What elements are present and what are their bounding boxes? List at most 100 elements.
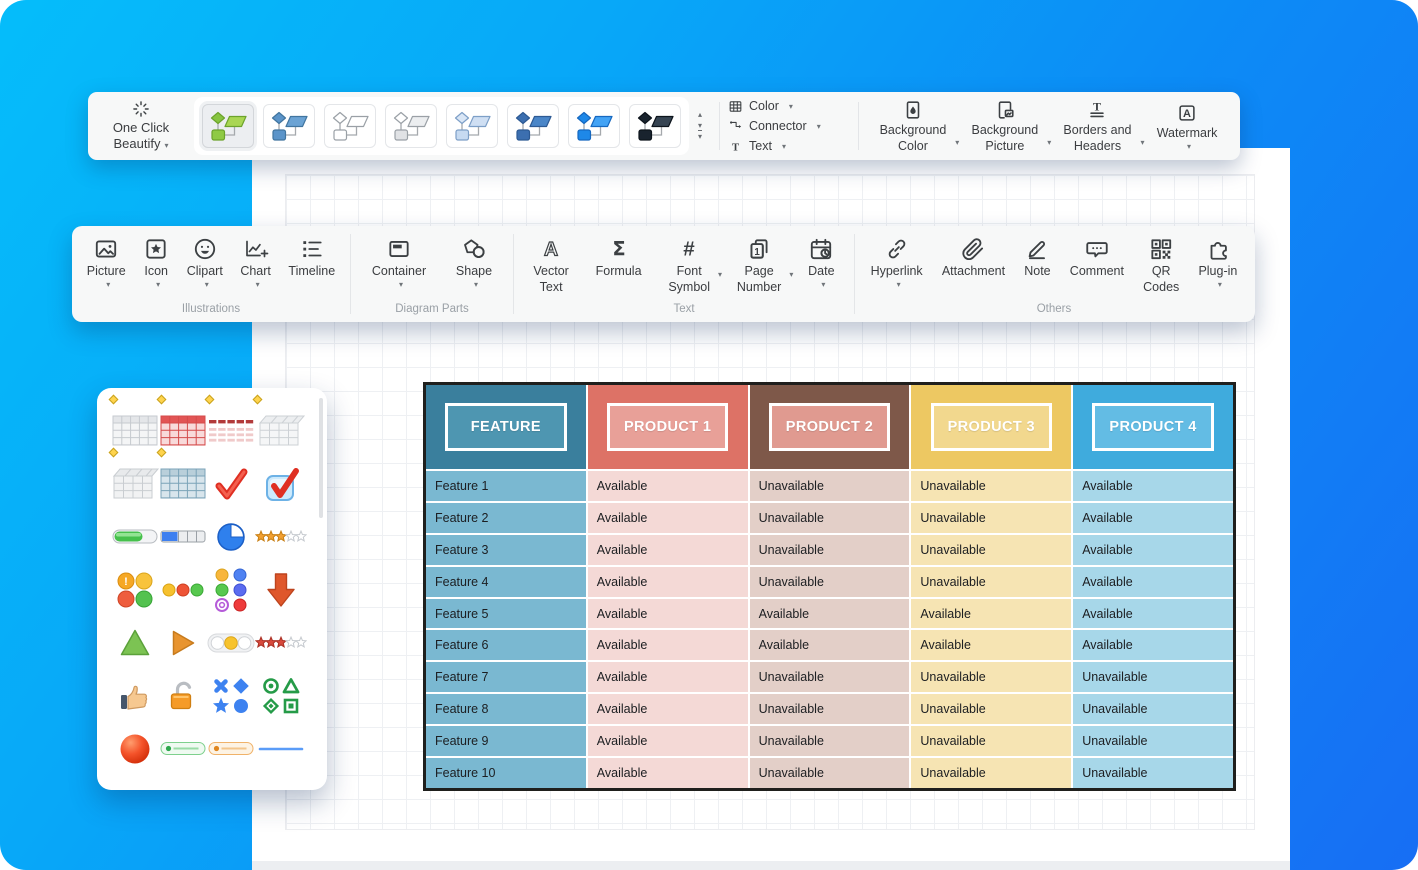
table-cell-value[interactable]: Available — [587, 598, 748, 629]
shape-thumb-checkmark-red[interactable] — [207, 457, 255, 510]
table-cell-feature[interactable]: Feature 6 — [426, 630, 586, 661]
date-button[interactable]: Date ▾ — [801, 236, 841, 289]
note-button[interactable]: Note — [1017, 236, 1057, 278]
table-cell-value[interactable]: Unavailable — [911, 502, 1072, 533]
table-header-product-4[interactable]: PRODUCT 4 — [1073, 385, 1233, 469]
table-cell-feature[interactable]: Feature 9 — [426, 726, 586, 757]
table-cell-value[interactable]: Unavailable — [749, 471, 910, 501]
table-cell-feature[interactable]: Feature 4 — [426, 566, 586, 597]
formula-button[interactable]: Σ Formula — [589, 236, 649, 279]
table-cell-value[interactable]: Available — [587, 471, 748, 501]
shape-thumb-progress-bar-segmented[interactable] — [159, 510, 207, 563]
table-header-product-2[interactable]: PRODUCT 2 — [749, 385, 910, 469]
table-cell-value[interactable]: Unavailable — [749, 694, 910, 725]
shape-thumb-slider-orange[interactable] — [207, 722, 255, 775]
table-cell-value[interactable]: Unavailable — [749, 726, 910, 757]
table-cell-value[interactable]: Available — [587, 630, 748, 661]
table-cell-value[interactable]: Available — [587, 726, 748, 757]
table-cell-value[interactable]: Available — [587, 758, 748, 788]
page-number-button[interactable]: 1 Page Number ▾ — [730, 236, 793, 294]
text-dropdown[interactable]: T Text ▾ — [728, 139, 850, 154]
table-cell-value[interactable]: Unavailable — [911, 758, 1072, 788]
table-cell-value[interactable]: Available — [1073, 534, 1233, 565]
attachment-button[interactable]: Attachment — [935, 236, 1012, 278]
table-cell-value[interactable]: Unavailable — [911, 662, 1072, 693]
table-cell-value[interactable]: Available — [1073, 471, 1233, 501]
table-cell-value[interactable]: Available — [587, 662, 748, 693]
table-cell-value[interactable]: Available — [911, 598, 1072, 629]
hyperlink-button[interactable]: Hyperlink ▾ — [864, 236, 930, 289]
borders-and-headers-button[interactable]: T Borders and Headers ▾ — [1057, 97, 1144, 155]
style-preset-dark[interactable] — [629, 104, 681, 148]
color-dropdown[interactable]: Color ▾ — [728, 99, 850, 114]
one-click-beautify-button[interactable]: One Click Beautify ▾ — [88, 99, 194, 153]
table-cell-feature[interactable]: Feature 3 — [426, 534, 586, 565]
table-cell-value[interactable]: Available — [1073, 502, 1233, 533]
shape-thumb-slider-green[interactable] — [159, 722, 207, 775]
table-cell-value[interactable]: Available — [749, 598, 910, 629]
picture-button[interactable]: Picture ▾ — [80, 236, 133, 289]
shape-thumb-dot-matrix[interactable] — [207, 563, 255, 616]
table-cell-value[interactable]: Unavailable — [1073, 662, 1233, 693]
plug-in-button[interactable]: Plug-in ▾ — [1191, 236, 1244, 289]
font-symbol-button[interactable]: # Font Symbol ▾ — [661, 236, 722, 295]
shape-thumb-dot-row[interactable] — [159, 563, 207, 616]
table-cell-value[interactable]: Unavailable — [1073, 694, 1233, 725]
shape-thumb-pie-indicator[interactable] — [207, 510, 255, 563]
caret-down-icon[interactable]: ▾ — [697, 121, 702, 130]
comment-button[interactable]: Comment — [1063, 236, 1131, 278]
shape-thumb-progress-bar-green[interactable] — [111, 510, 159, 563]
table-cell-value[interactable]: Unavailable — [749, 566, 910, 597]
comparison-table[interactable]: FEATURE PRODUCT 1 PRODUCT 2 PRODUCT 3 PRODUC… — [423, 382, 1236, 791]
table-cell-value[interactable]: Available — [1073, 566, 1233, 597]
table-cell-value[interactable]: Unavailable — [1073, 726, 1233, 757]
horizontal-scrollbar[interactable] — [252, 861, 1290, 870]
table-cell-value[interactable]: Unavailable — [911, 534, 1072, 565]
chart-button[interactable]: Chart ▾ — [233, 236, 278, 289]
style-preset-white[interactable] — [324, 104, 376, 148]
style-preset-pale-blue[interactable] — [446, 104, 498, 148]
shape-thumb-checkbox-checked[interactable] — [255, 457, 307, 510]
clipart-button[interactable]: Clipart ▾ — [180, 236, 230, 289]
table-header-feature[interactable]: FEATURE — [426, 385, 586, 469]
shape-thumb-thumbs-up[interactable] — [111, 669, 159, 722]
background-color-button[interactable]: Background Color ▾ — [874, 97, 959, 155]
shape-thumb-table-3d-striped[interactable] — [108, 447, 159, 510]
table-cell-feature[interactable]: Feature 1 — [426, 471, 586, 501]
background-picture-button[interactable]: Background Picture ▾ — [966, 97, 1051, 155]
style-preset-bright-blue[interactable] — [568, 104, 620, 148]
table-cell-value[interactable]: Unavailable — [749, 534, 910, 565]
shape-thumb-traffic-light[interactable] — [207, 616, 255, 669]
shape-thumb-table-red[interactable] — [156, 394, 207, 457]
shape-thumb-symbols-blue[interactable] — [207, 669, 255, 722]
table-cell-value[interactable]: Available — [1073, 598, 1233, 629]
table-cell-value[interactable]: Available — [587, 502, 748, 533]
panel-scrollbar-thumb[interactable] — [319, 398, 323, 518]
caret-up-icon[interactable]: ▴ — [697, 110, 702, 119]
shape-thumb-star-rating-red[interactable] — [255, 616, 307, 669]
table-cell-value[interactable]: Unavailable — [1073, 758, 1233, 788]
shape-thumb-triangle-up-green[interactable] — [111, 616, 159, 669]
caret-more-icon[interactable]: ▾ — [697, 130, 702, 141]
table-cell-value[interactable]: Unavailable — [911, 726, 1072, 757]
watermark-button[interactable]: A Watermark ▾ — [1151, 100, 1224, 153]
shape-thumb-sphere-red[interactable] — [111, 722, 159, 775]
style-preset-green[interactable] — [202, 104, 254, 148]
style-preset-gray[interactable] — [385, 104, 437, 148]
table-cell-value[interactable]: Available — [587, 534, 748, 565]
table-cell-feature[interactable]: Feature 5 — [426, 598, 586, 629]
table-cell-feature[interactable]: Feature 8 — [426, 694, 586, 725]
table-cell-value[interactable]: Available — [911, 630, 1072, 661]
table-header-product-1[interactable]: PRODUCT 1 — [587, 385, 748, 469]
qr-codes-button[interactable]: QR Codes — [1136, 236, 1186, 294]
table-cell-value[interactable]: Available — [749, 630, 910, 661]
shape-thumb-triangle-right-orange[interactable] — [159, 616, 207, 669]
shape-thumb-table-gray[interactable] — [108, 394, 159, 457]
timeline-button[interactable]: Timeline — [281, 236, 342, 278]
table-cell-value[interactable]: Available — [587, 566, 748, 597]
shape-thumb-padlock-open[interactable] — [159, 669, 207, 722]
table-cell-feature[interactable]: Feature 7 — [426, 662, 586, 693]
shape-thumb-line-blue[interactable] — [255, 722, 307, 775]
vector-text-button[interactable]: A Vector Text — [526, 236, 575, 294]
table-cell-value[interactable]: Unavailable — [749, 502, 910, 533]
